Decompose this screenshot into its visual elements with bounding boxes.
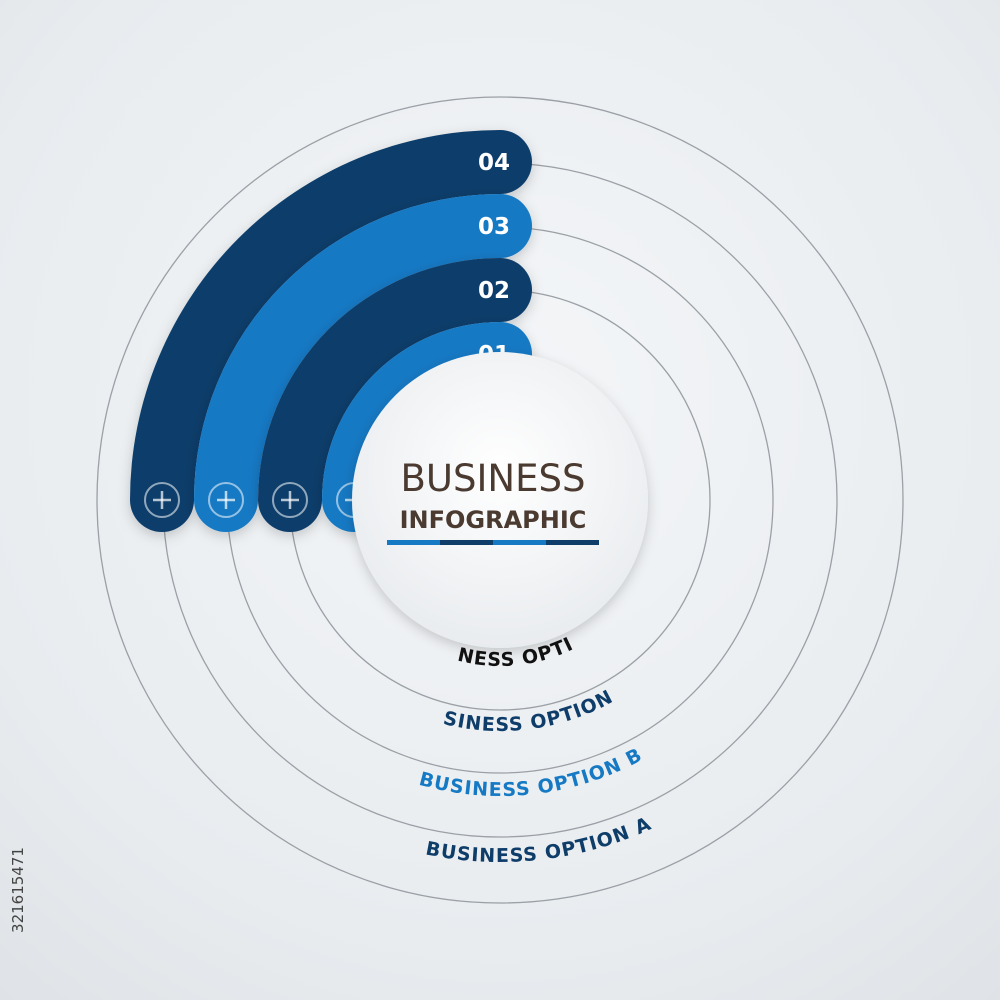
option-band-04[interactable]: 04 [130, 130, 532, 532]
plus-circle-icon[interactable] [208, 482, 244, 518]
ring-outline-4 [96, 96, 904, 904]
option-number-04: 04 [478, 150, 510, 176]
option-label-04: BUSINESS OPTION A [424, 813, 655, 867]
plus-circle-icon[interactable] [144, 482, 180, 518]
option-band-02[interactable]: 02 [258, 258, 532, 532]
option-number-02: 02 [478, 278, 510, 304]
center-badge: BUSINESS INFOGRAPHIC [352, 352, 648, 648]
stock-id: 321615471 [9, 847, 27, 933]
title-line-2: INFOGRAPHIC [400, 506, 587, 534]
plus-circle-icon[interactable] [272, 482, 308, 518]
option-label-03: BUSINESS OPTION B [417, 744, 646, 801]
option-number-03: 03 [478, 214, 510, 240]
title-underline [387, 540, 599, 545]
option-band-03[interactable]: 03 [194, 194, 532, 532]
title-line-1: BUSINESS [401, 457, 586, 500]
